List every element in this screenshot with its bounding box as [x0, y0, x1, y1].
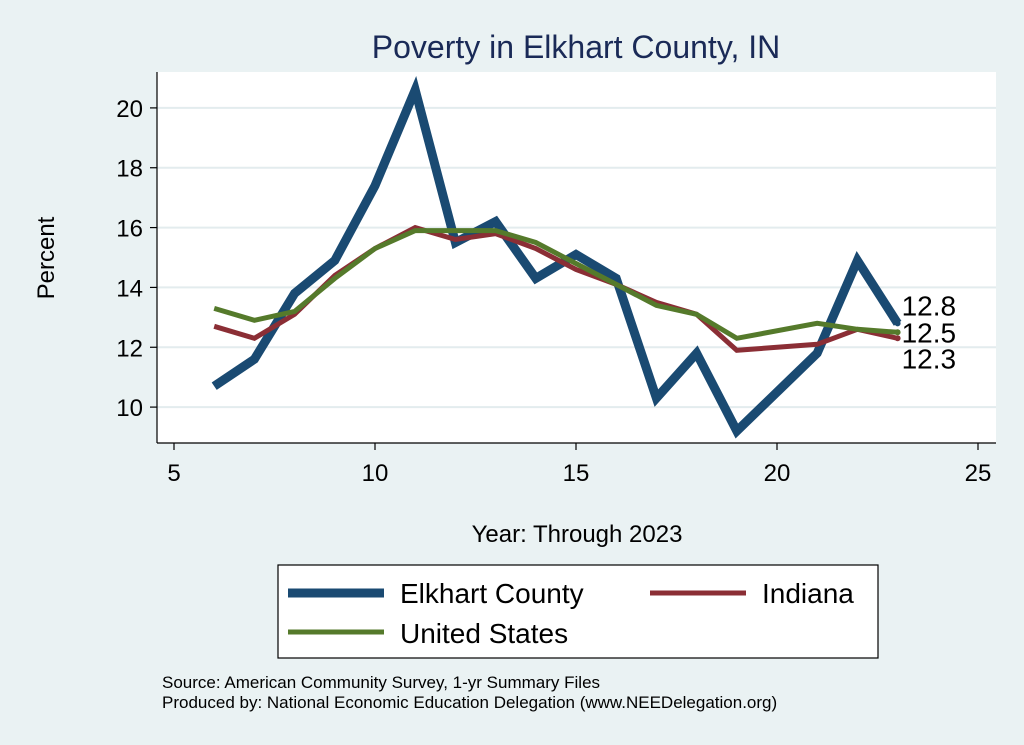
x-tick-label-25: 25	[965, 460, 992, 487]
y-tick-label-10: 10	[116, 395, 143, 422]
series-line-elkhart-county	[211, 76, 902, 439]
series-line-united-states	[213, 228, 898, 341]
y-tick-label-16: 16	[116, 216, 143, 243]
end-label-united-states: 12.5	[902, 317, 957, 348]
legend-label-indiana: Indiana	[762, 578, 854, 609]
end-label-indiana: 12.3	[902, 343, 957, 374]
y-tick-label-14: 14	[116, 275, 143, 302]
x-tick-label-15: 15	[563, 460, 590, 487]
end-labels: 12.8 12.312.5	[894, 290, 957, 374]
end-point-united-states	[894, 329, 901, 336]
y-tick-label-18: 18	[116, 156, 143, 183]
axis-ticks: 10 12 14 16 18 20 5 10 15 20 25	[116, 96, 991, 487]
x-axis-title: Year: Through 2023	[472, 521, 683, 548]
legend-label-united-states: United States	[400, 618, 568, 649]
x-tick-label-5: 5	[167, 460, 180, 487]
y-tick-label-12: 12	[116, 335, 143, 362]
end-point-indiana	[894, 335, 901, 342]
x-tick-label-10: 10	[362, 460, 389, 487]
end-label-elkhart-county: 12.8	[902, 290, 957, 321]
legend-box	[277, 564, 879, 659]
series-lines	[211, 76, 902, 439]
source-note: Source: American Community Survey, 1-yr …	[162, 673, 600, 692]
producer-note: Produced by: National Economic Education…	[162, 693, 777, 712]
x-tick-label-20: 20	[764, 460, 791, 487]
chart-title: Poverty in Elkhart County, IN	[372, 29, 780, 65]
y-axis-title: Percent	[33, 216, 60, 299]
end-point-elkhart-county	[894, 320, 901, 327]
legend: Elkhart County Indiana United States	[277, 564, 879, 659]
y-tick-label-20: 20	[116, 96, 143, 123]
legend-label-elkhart: Elkhart County	[400, 578, 584, 609]
